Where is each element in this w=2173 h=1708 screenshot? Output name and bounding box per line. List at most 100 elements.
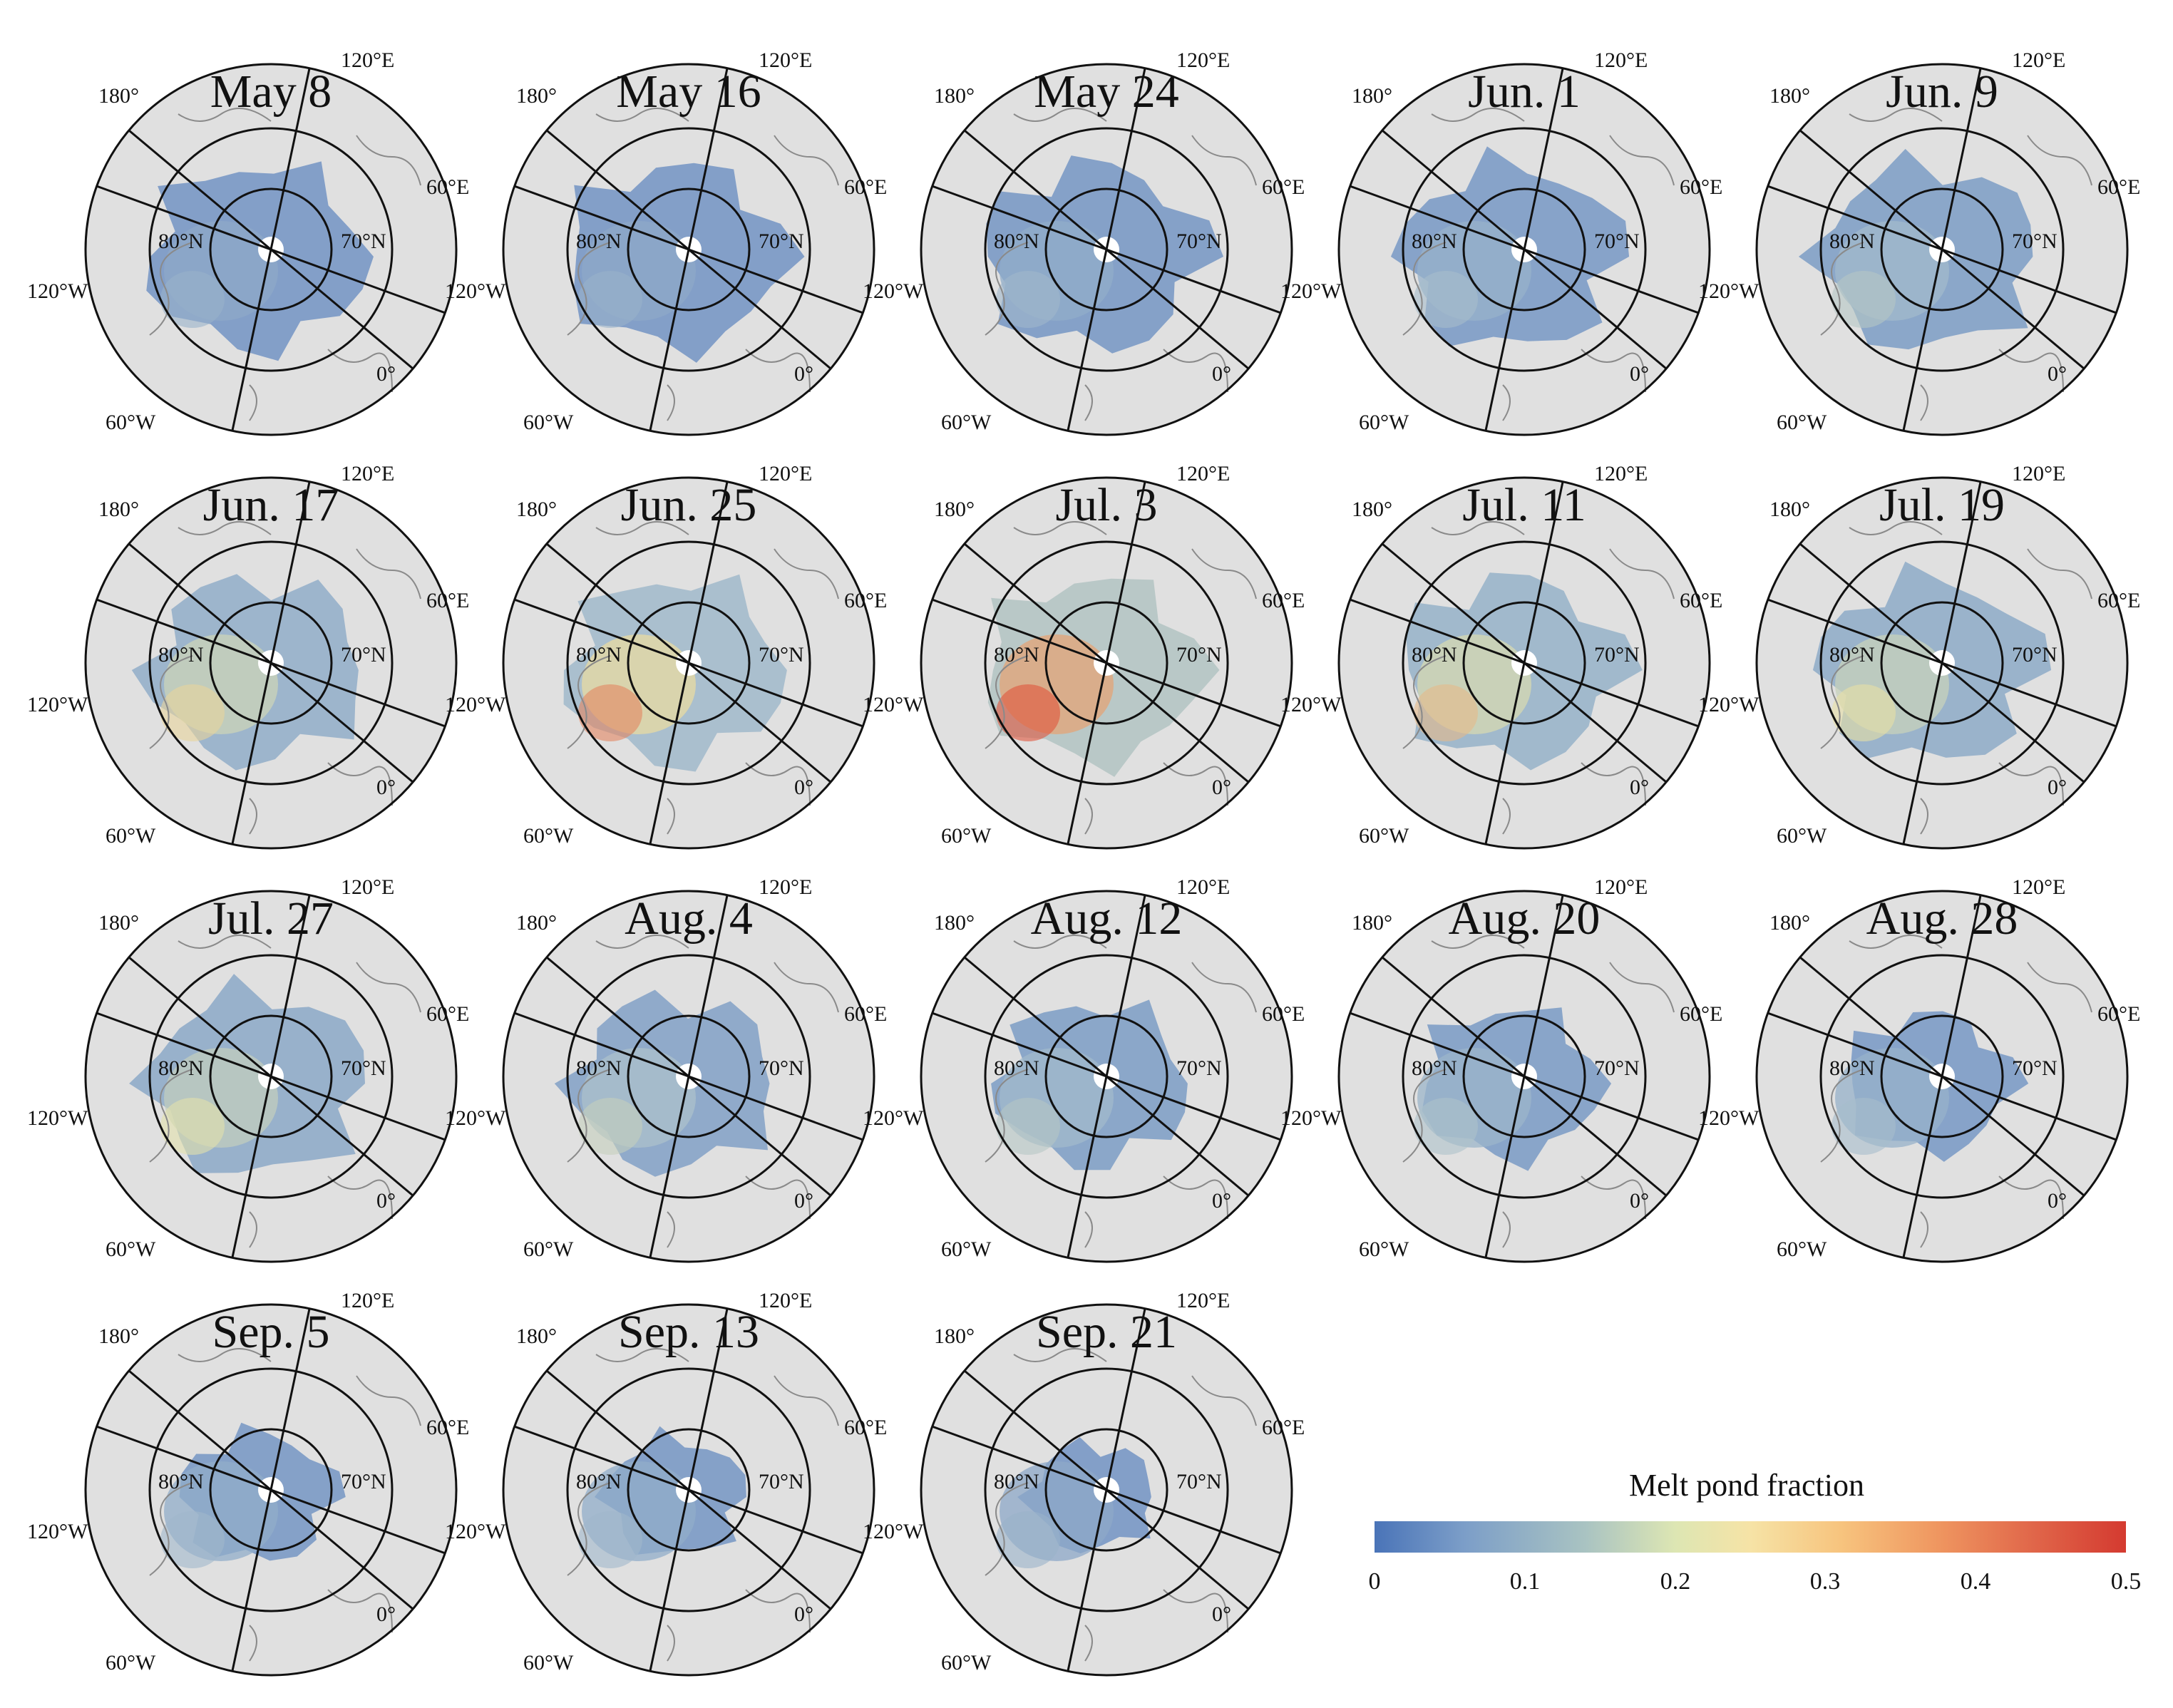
graticule-label: 0° — [2048, 776, 2067, 799]
coastline — [1849, 935, 1943, 949]
coastline — [1998, 349, 2064, 393]
latitude-ring-80n — [1462, 187, 1586, 312]
coastline — [1191, 962, 1257, 1013]
coastline — [356, 1375, 421, 1426]
graticule-label: 180° — [516, 498, 557, 521]
latitude-ring-70n — [148, 540, 394, 786]
polar-map — [84, 1303, 458, 1677]
graticule-label: 80°N — [576, 643, 622, 667]
coastline — [1820, 655, 1864, 749]
graticule-label: 60°E — [426, 589, 470, 612]
polar-map — [1337, 63, 1711, 436]
graticule-label: 120°E — [2012, 462, 2066, 485]
map-panel: 120°E 180° 60°E 80°N 70°N 120°W 0° 60°W Sep. 5 — [27, 1290, 471, 1689]
coastline — [1502, 798, 1511, 835]
graticule-label: 80°N — [1829, 1056, 1875, 1080]
graticule-label: 120°E — [1176, 462, 1231, 485]
coastline — [1920, 1211, 1928, 1248]
latitude-ring-70n — [566, 540, 811, 786]
graticule-label: 180° — [98, 911, 139, 935]
map-outline — [502, 890, 875, 1263]
melt-pond-region — [578, 1098, 642, 1155]
polar-map — [920, 1303, 1293, 1677]
panel-date-title: Sep. 13 — [618, 1306, 759, 1358]
polar-map — [502, 476, 875, 850]
map-panel: 120°E 180° 60°E 80°N 70°N 120°W 0° 60°W Jul. 27 — [27, 877, 471, 1276]
coastline — [1402, 1069, 1447, 1163]
graticule-label: 120°W — [445, 1520, 506, 1543]
coastline — [985, 1069, 1029, 1163]
meridian-line — [96, 185, 446, 314]
map-panel: 120°E 180° 60°E 80°N 70°N 120°W 0° 60°W Jun. 17 — [27, 463, 471, 863]
graticule-label: 60°W — [523, 824, 574, 848]
graticule-label: 180° — [1352, 498, 1392, 521]
coastline — [1920, 798, 1928, 835]
coastline — [149, 655, 193, 749]
coastline — [1191, 135, 1257, 186]
map-outline — [84, 476, 458, 850]
graticule-label: 60°E — [844, 175, 888, 199]
meridian-line — [1767, 185, 2117, 314]
coastline — [745, 349, 811, 393]
graticule-label: 60°W — [941, 411, 992, 434]
coastline — [2027, 135, 2092, 186]
graticule-label: 120°E — [1594, 462, 1648, 485]
panel-date-title: Jul. 11 — [1462, 479, 1586, 531]
graticule-label: 180° — [934, 1324, 975, 1348]
coastline — [178, 521, 272, 535]
latitude-ring-70n — [148, 1367, 394, 1612]
graticule-label: 80°N — [994, 230, 1039, 253]
panel-date-title: Jul. 3 — [1055, 479, 1158, 531]
graticule-label: 80°N — [158, 1056, 204, 1080]
coastline — [1013, 521, 1107, 535]
melt-pond-region — [578, 1511, 642, 1568]
panel-date-title: May 16 — [616, 66, 761, 118]
meridian-line — [1350, 185, 1699, 314]
colorbar-tick: 0 — [1368, 1568, 1381, 1595]
map-outline — [1337, 63, 1711, 436]
panel-date-title: Jul. 27 — [207, 892, 334, 945]
coastline — [327, 762, 393, 806]
coastline — [1431, 521, 1525, 535]
graticule-label: 70°N — [1594, 643, 1640, 667]
graticule-label: 120°E — [759, 1289, 813, 1312]
coastline — [327, 1175, 393, 1220]
melt-pond-region — [1414, 271, 1478, 328]
panel-date-title: Jun. 9 — [1886, 66, 1998, 118]
graticule-label: 120°W — [1698, 693, 1760, 716]
latitude-ring-70n — [984, 1367, 1229, 1612]
latitude-ring-80n — [1462, 601, 1586, 725]
coastline — [356, 135, 421, 186]
coastline — [249, 798, 257, 835]
graticule-label: 180° — [98, 498, 139, 521]
graticule-label: 80°N — [994, 643, 1039, 667]
coastline — [1609, 962, 1675, 1013]
map-panel: 120°E 180° 60°E 80°N 70°N 120°W 0° 60°W Aug. 12 — [863, 877, 1306, 1276]
coastline — [1581, 762, 1646, 806]
meridian-line — [1767, 1012, 2117, 1141]
latitude-ring-80n — [627, 187, 751, 312]
graticule-label: 120°E — [759, 48, 813, 72]
meridian-line — [514, 1425, 863, 1555]
graticule-label: 120°W — [27, 693, 88, 716]
graticule-label: 70°N — [341, 643, 386, 667]
latitude-ring-70n — [984, 127, 1229, 372]
graticule-label: 60°W — [1777, 824, 1827, 848]
graticule-label: 60°E — [1680, 589, 1723, 612]
coastline — [1013, 108, 1107, 122]
graticule-label: 70°N — [1176, 1056, 1222, 1080]
latitude-ring-80n — [1044, 1428, 1168, 1552]
graticule-label: 70°N — [341, 230, 386, 253]
coastline — [1820, 1069, 1864, 1163]
graticule-label: 60°E — [1680, 175, 1723, 199]
latitude-ring-80n — [1044, 601, 1168, 725]
coastline — [1163, 762, 1228, 806]
coastline — [745, 762, 811, 806]
coastline — [595, 108, 689, 122]
meridian-line — [932, 185, 1281, 314]
coastline — [1581, 1175, 1646, 1220]
graticule-label: 120°W — [27, 279, 88, 303]
graticule-label: 120°W — [445, 279, 506, 303]
latitude-ring-70n — [1402, 540, 1647, 786]
graticule-label: 120°E — [1594, 875, 1648, 899]
